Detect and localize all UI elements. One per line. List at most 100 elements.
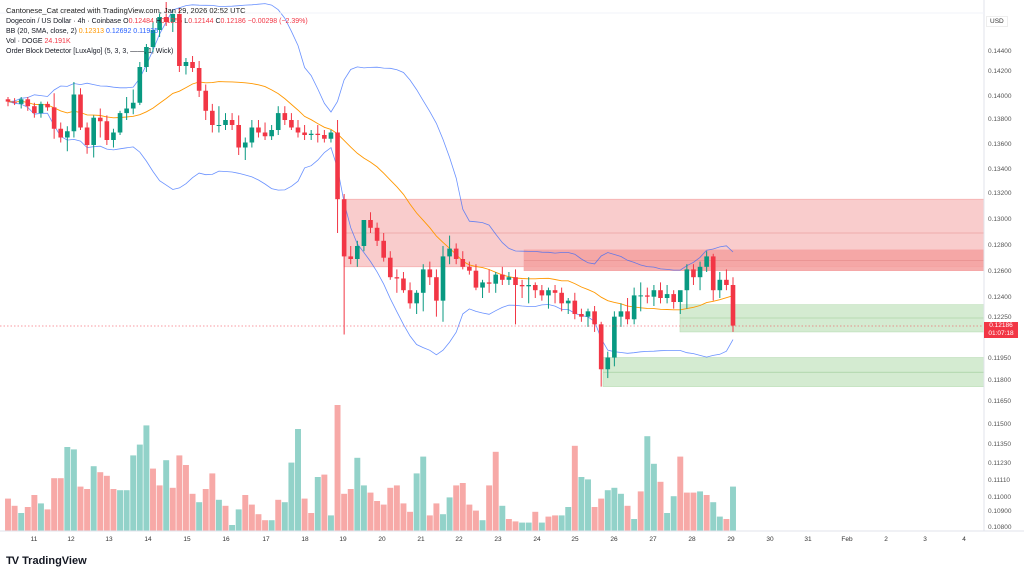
- volume-bar: [664, 513, 671, 531]
- volume-bar: [242, 495, 249, 531]
- bullish-candle: [361, 220, 367, 246]
- bearish-candle: [645, 295, 650, 297]
- bearish-candle: [625, 311, 630, 320]
- volume-bar: [558, 515, 565, 531]
- bearish-candle: [282, 113, 288, 120]
- volume-bar: [327, 515, 334, 531]
- bearish-candle: [368, 220, 373, 228]
- change-value: −0.00298 (−2.39%): [247, 18, 308, 25]
- bullish-candle: [447, 248, 452, 257]
- bb-legend-row[interactable]: BB (20, SMA, close, 2) 0.12313 0.12692 0…: [6, 27, 308, 37]
- volume-bar: [657, 481, 664, 531]
- tradingview-brand[interactable]: TV TradingView: [6, 555, 87, 567]
- low-value: 0.12144: [188, 18, 214, 25]
- bb-lower-value: 0.11935: [133, 28, 159, 35]
- volume-bar: [637, 491, 644, 531]
- volume-bar: [690, 492, 697, 531]
- tradingview-logo-icon: TV: [6, 555, 19, 567]
- time-tick: 19: [339, 536, 347, 543]
- bearish-candle: [302, 132, 307, 135]
- volume-bar: [703, 495, 710, 531]
- bullish-candle: [170, 14, 176, 22]
- bullish-candle: [704, 256, 709, 267]
- time-tick: 30: [766, 536, 774, 543]
- bullish-candle: [71, 94, 77, 132]
- bullish-candle: [144, 47, 149, 67]
- symbol-legend-row[interactable]: Dogecoin / US Dollar · 4h · Coinbase O0.…: [6, 17, 308, 27]
- volume-bar: [730, 486, 736, 531]
- bearish-candle: [401, 278, 406, 291]
- brand-name: TradingView: [22, 555, 87, 567]
- last-price-value: 0.12186: [989, 322, 1013, 329]
- volume-bar: [440, 514, 446, 531]
- price-axis[interactable]: 0.14400 0.14200 0.14000 0.13800 0.13600 0.134…: [984, 0, 1024, 540]
- volume-bar: [650, 463, 657, 531]
- bearish-candle: [724, 279, 729, 285]
- bullish-candle: [328, 132, 334, 139]
- volume-bar: [374, 501, 381, 531]
- volume-legend-row[interactable]: Vol · DOGE 24.191K: [6, 37, 308, 47]
- volume-bar: [215, 499, 222, 531]
- volume-bar: [103, 475, 110, 531]
- bearish-candle: [322, 135, 327, 139]
- obd-legend-row[interactable]: Order Block Detector [LuxAlgo] (5, 3, 3,…: [6, 47, 308, 57]
- bearish-candle: [295, 127, 301, 133]
- time-tick: 4: [962, 536, 966, 543]
- bullish-candle: [631, 295, 637, 320]
- volume-bar: [222, 505, 229, 531]
- volume-bar: [182, 465, 189, 531]
- bullish-candle: [717, 279, 723, 291]
- time-tick: 29: [727, 536, 735, 543]
- price-tick: 0.13800: [988, 116, 1012, 123]
- bearish-candle: [289, 120, 294, 128]
- open-value: 0.12484: [128, 18, 154, 25]
- bullish-candle: [242, 142, 248, 148]
- volume-bar: [591, 507, 598, 531]
- bullish-candle: [605, 357, 611, 370]
- volume-bar: [492, 451, 499, 531]
- time-tick: 31: [804, 536, 812, 543]
- volume-bar: [123, 490, 130, 531]
- bullish-candle: [269, 130, 274, 137]
- symbol-name: Dogecoin / US Dollar · 4h · Coinbase: [6, 18, 122, 25]
- bullish-candle: [137, 67, 143, 103]
- bearish-candle: [203, 90, 209, 111]
- volume-bar: [617, 493, 624, 531]
- bearish-candle: [592, 311, 597, 325]
- volume-bar: [70, 449, 77, 531]
- volume-bar: [64, 447, 71, 531]
- volume-bar: [308, 513, 315, 531]
- volume-bar: [552, 515, 559, 531]
- time-tick: 13: [105, 536, 113, 543]
- price-tick: 0.11950: [988, 355, 1012, 362]
- volume-bar: [24, 507, 31, 531]
- volume-bar: [268, 520, 275, 531]
- volume-bar: [624, 505, 631, 531]
- volume-bar: [288, 462, 295, 531]
- volume-bar: [51, 478, 58, 531]
- volume-bar: [505, 519, 512, 531]
- bullish-candle: [183, 62, 189, 66]
- volume-bar: [229, 525, 236, 531]
- volume-bar: [248, 504, 255, 531]
- volume-bar: [57, 478, 64, 531]
- volume-bar: [571, 445, 578, 531]
- bullish-candle: [651, 290, 657, 297]
- bearish-candle: [84, 127, 90, 145]
- bearish-candle: [315, 133, 321, 135]
- volume-bar: [136, 444, 143, 531]
- price-tick: 0.12400: [988, 294, 1012, 301]
- bearish-candle: [374, 227, 380, 241]
- volume-bar: [683, 492, 690, 531]
- bearish-candle: [730, 285, 736, 326]
- volume-bar: [202, 489, 209, 531]
- bearish-candle: [381, 240, 386, 258]
- price-tick: 0.10900: [988, 508, 1012, 515]
- bearish-candle: [341, 199, 347, 257]
- volume-bar: [407, 511, 414, 531]
- currency-label[interactable]: USD: [986, 16, 1008, 27]
- volume-bar: [255, 514, 262, 531]
- bullish-candle: [638, 295, 644, 297]
- volume-bar: [565, 507, 572, 531]
